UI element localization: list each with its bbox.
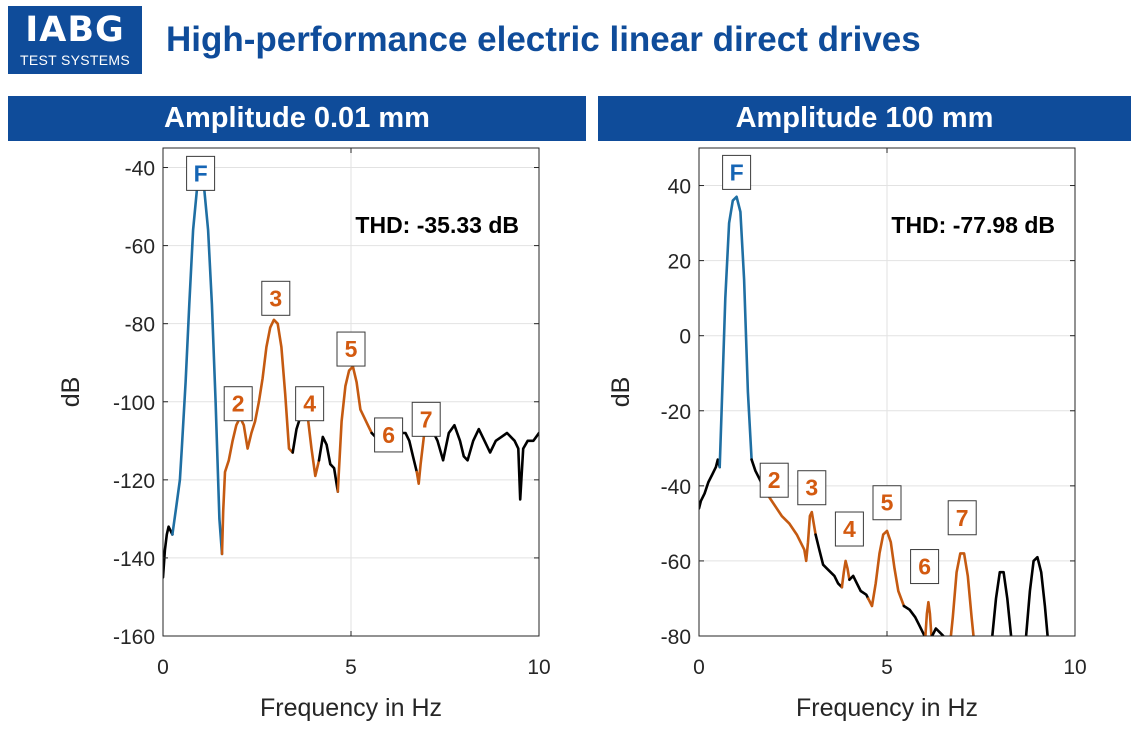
- left-y-tick-label: -140: [113, 548, 155, 571]
- right-peak-label-2: 2: [768, 467, 781, 493]
- right-y-tick-label: -80: [661, 626, 691, 649]
- right-peak-label-3: 3: [805, 475, 818, 501]
- right-x-tick-label: 0: [693, 656, 705, 679]
- right-thd-annotation: THD: -77.98 dB: [891, 212, 1055, 238]
- right-y-axis-label: dB: [607, 377, 635, 408]
- left-peak-label-box: [374, 417, 404, 453]
- left-y-tick-label: -60: [125, 236, 155, 259]
- right-y-tick-label: 20: [668, 251, 691, 274]
- left-y-tick-label: -100: [113, 392, 155, 415]
- right-panel-header: Amplitude 100 mm: [598, 96, 1131, 141]
- left-series-harmonic-line: [306, 416, 321, 478]
- right-y-tick-label: -20: [661, 401, 691, 424]
- right-series-harmonic-line: [949, 552, 975, 636]
- left-series-harmonic-line: [220, 318, 294, 556]
- right-peak-label-box: [759, 462, 789, 498]
- left-peak-label-7: 7: [420, 406, 433, 432]
- left-spectrum-chart: 0 5 10 -160 -140 -120 -100 -80 -60 -40 Frequency i…: [57, 147, 551, 722]
- right-peak-label-box: [797, 470, 827, 506]
- right-y-tick-label: -60: [661, 551, 691, 574]
- iabg-logo: IABG TEST SYSTEMS: [8, 6, 142, 74]
- right-x-tick-label: 10: [1063, 656, 1086, 679]
- right-series-group: [699, 195, 1049, 636]
- left-series-other-line: [430, 423, 539, 501]
- left-series-other-line: [163, 525, 174, 579]
- right-series-fundamental-line: [718, 195, 753, 469]
- left-y-tick-label: -80: [125, 314, 155, 337]
- right-series-other-line: [991, 570, 1013, 636]
- right-x-axis-label: Frequency in Hz: [796, 694, 978, 722]
- left-peak-label-5: 5: [345, 336, 358, 362]
- left-series-other-line: [317, 435, 340, 493]
- right-y-tick-label: 0: [679, 326, 691, 349]
- left-peak-label-6: 6: [382, 422, 395, 448]
- left-peak-label-F: F: [194, 160, 208, 186]
- right-series-harmonic-line: [866, 529, 906, 608]
- right-series-other-line: [699, 458, 721, 510]
- right-x-tick-label: 5: [881, 656, 893, 679]
- right-peak-label-box: [722, 154, 752, 190]
- left-x-tick-label: 10: [527, 656, 550, 679]
- right-peak-label-7: 7: [956, 505, 969, 531]
- left-y-tick-label: -40: [125, 158, 155, 181]
- right-y-tick-label: 40: [668, 176, 691, 199]
- right-peak-label-box: [834, 511, 864, 547]
- left-peak-label-2: 2: [232, 391, 245, 417]
- logo-brand: IABG: [25, 10, 125, 50]
- right-peak-label-F: F: [730, 159, 744, 185]
- right-series-harmonic-line: [761, 484, 817, 563]
- left-panel-header: Amplitude 0.01 mm: [8, 96, 586, 141]
- left-thd-annotation: THD: -35.33 dB: [355, 212, 519, 238]
- right-series-other-line: [848, 574, 870, 600]
- right-peak-label-5: 5: [881, 490, 894, 516]
- right-series-harmonic-line: [840, 559, 851, 589]
- right-peak-label-box: [947, 500, 977, 536]
- left-peak-label-box: [411, 401, 441, 437]
- right-peak-label-4: 4: [843, 516, 856, 542]
- left-series-harmonic-line: [336, 365, 373, 493]
- page-title: High-performance electric linear direct …: [166, 20, 921, 59]
- left-peak-label-box: [261, 280, 291, 316]
- left-x-axis-label: Frequency in Hz: [260, 694, 442, 722]
- right-peak-label-6: 6: [918, 554, 931, 580]
- left-series-fundamental-line: [171, 177, 224, 556]
- left-x-tick-label: 0: [157, 656, 169, 679]
- left-peak-label-3: 3: [269, 285, 282, 311]
- right-series-other-line: [930, 627, 945, 636]
- right-series-other-line: [814, 533, 844, 589]
- right-peak-label-box: [910, 549, 940, 585]
- left-y-axis-label: dB: [57, 377, 85, 408]
- right-y-tick-label: -40: [661, 476, 691, 499]
- left-y-tick-label: -120: [113, 470, 155, 493]
- left-peak-label-box: [336, 331, 366, 367]
- right-series-other-line: [1024, 555, 1049, 636]
- logo-subtitle: TEST SYSTEMS: [20, 52, 130, 68]
- left-peak-label-4: 4: [303, 391, 316, 417]
- right-peak-label-box: [872, 485, 902, 521]
- right-series-harmonic-line: [924, 600, 933, 636]
- left-y-tick-label: -160: [113, 626, 155, 649]
- right-series-other-line: [902, 604, 926, 636]
- left-peak-label-box: [295, 386, 325, 422]
- left-peak-label-box: [186, 155, 216, 191]
- left-x-tick-label: 5: [345, 656, 357, 679]
- left-peak-label-box: [223, 386, 253, 422]
